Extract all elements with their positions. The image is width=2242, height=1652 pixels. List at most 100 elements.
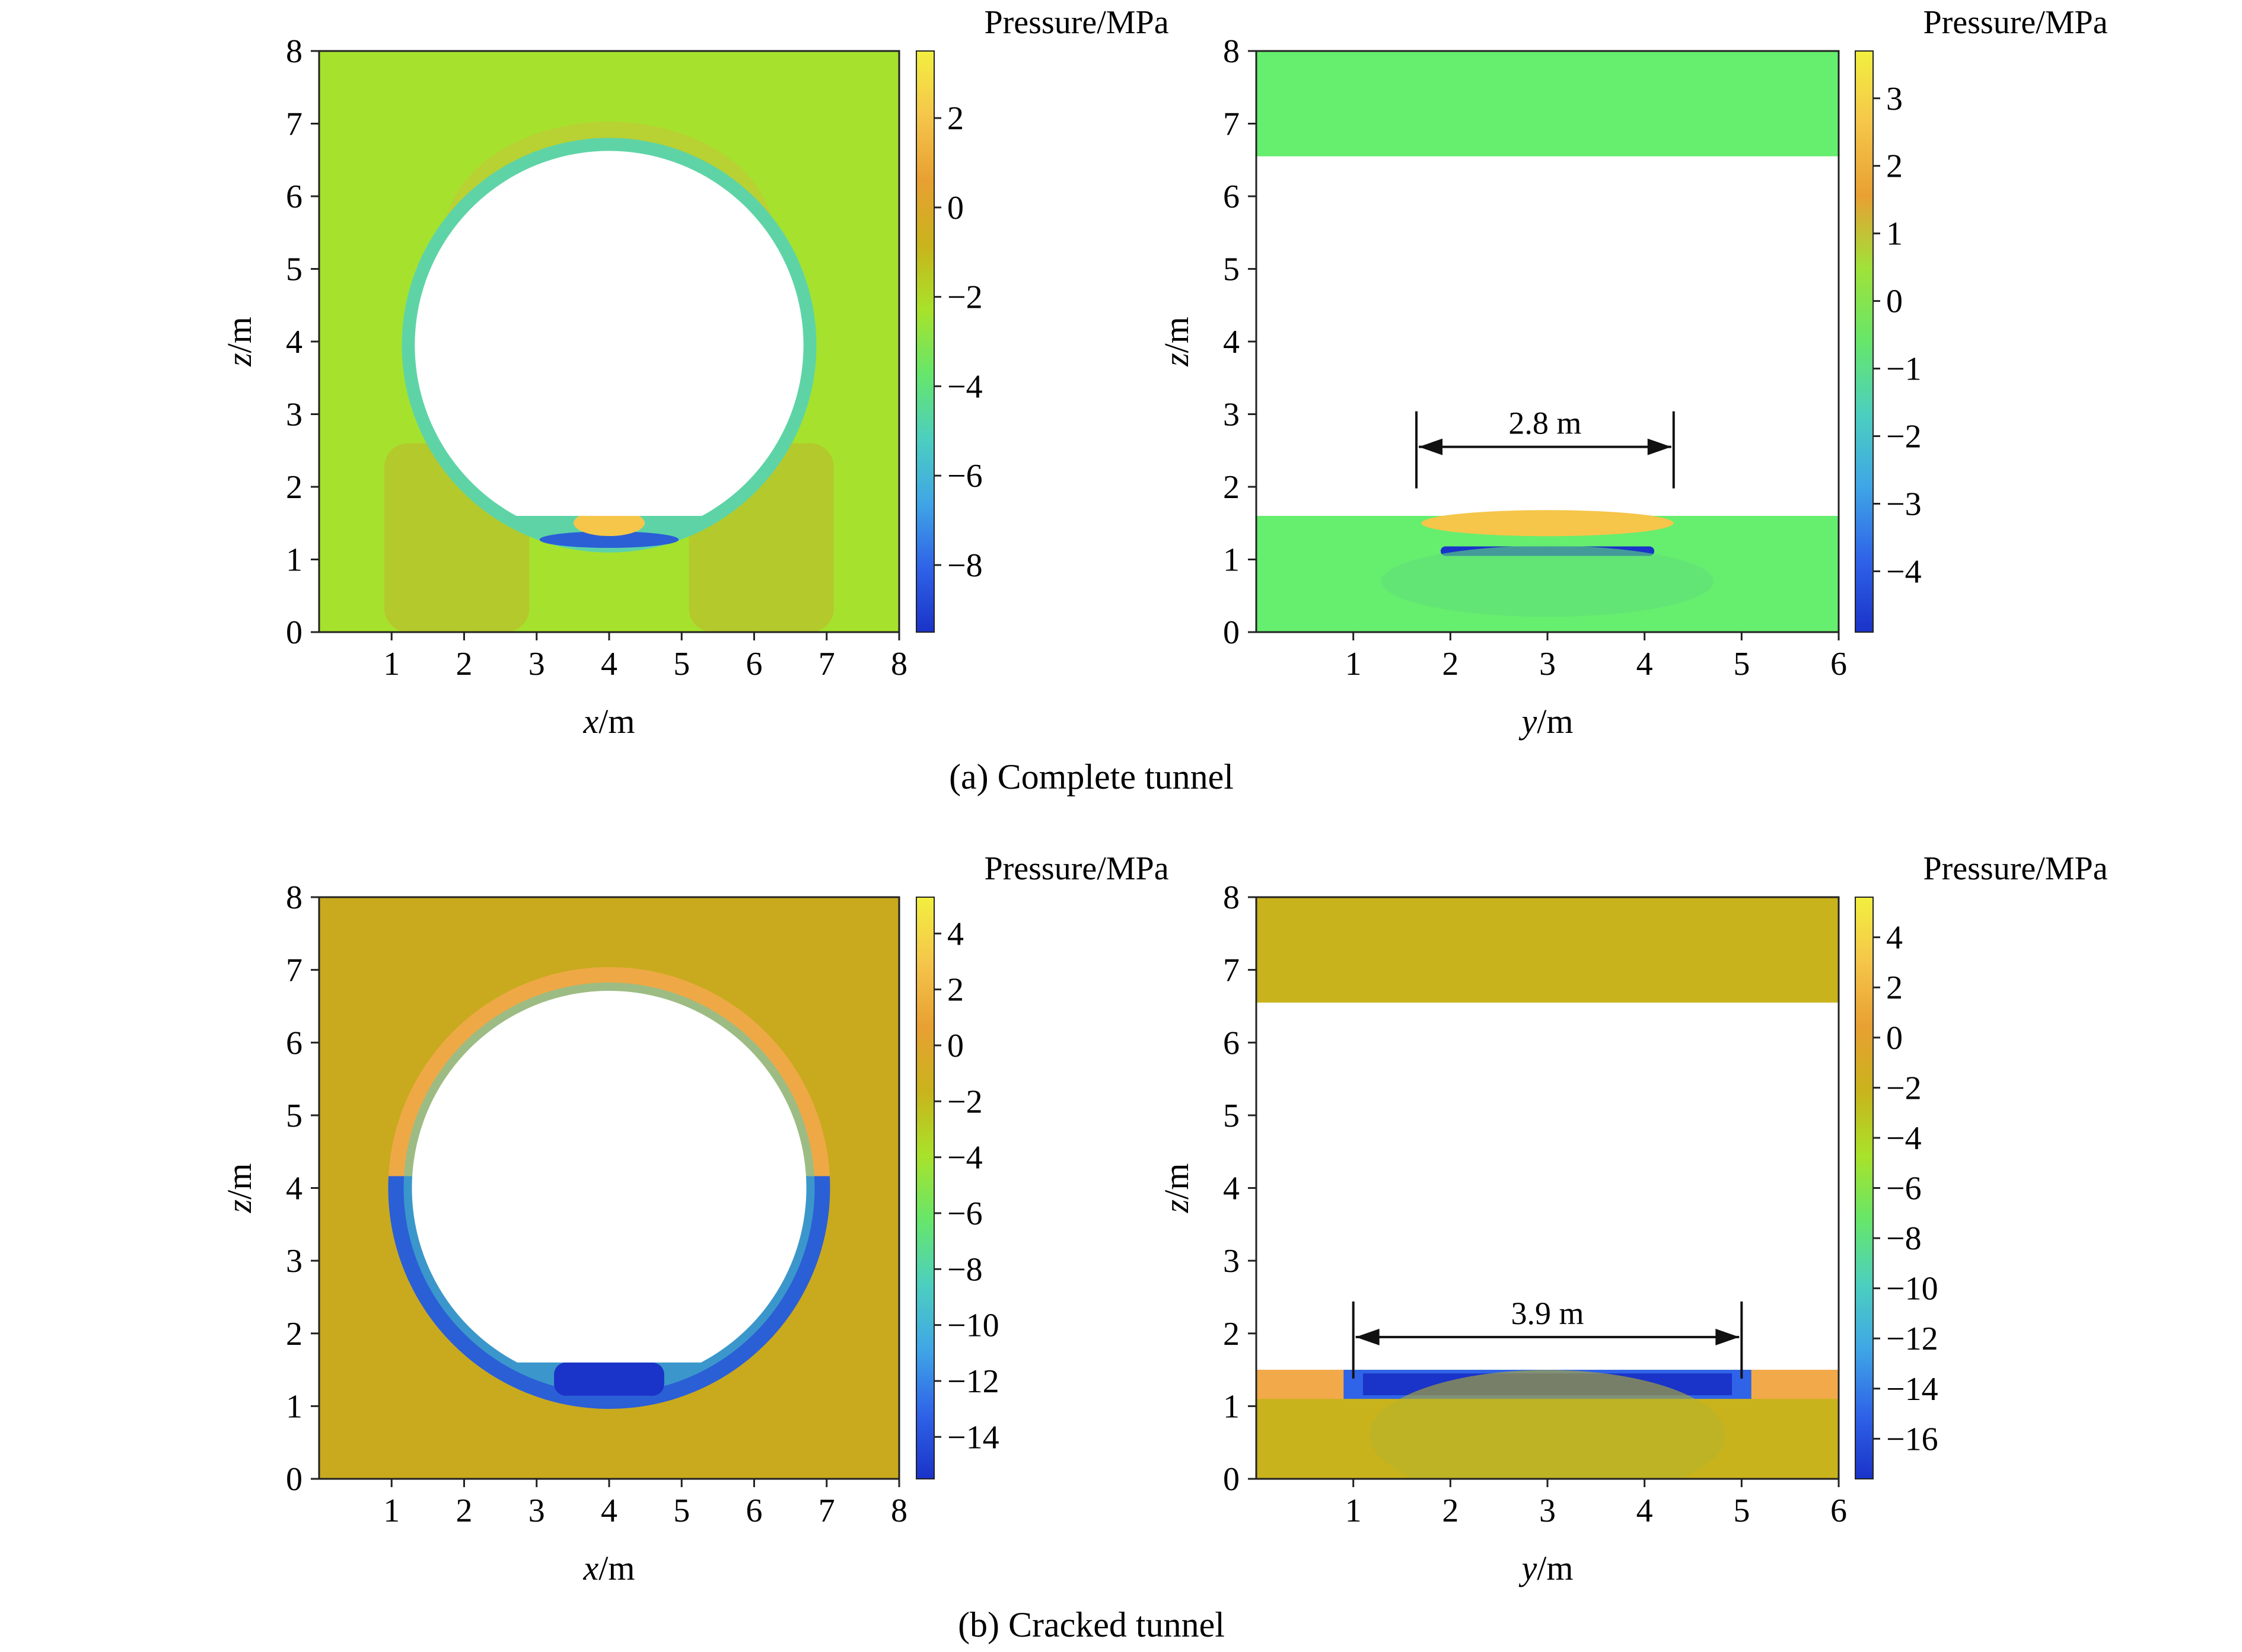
colorbar-tick-label: −14 [1886, 1371, 1938, 1408]
chart-panel-b-left: 1 2 3 4 5 6 7 8 0 1 2 3 4 5 6 7 8 x/m z/m 4 2 0 −2 −4 −6 −8 −10 −12… [220, 850, 1169, 1587]
colorbar-tick-label: −2 [947, 1083, 983, 1120]
x-tick-label: 5 [1733, 646, 1750, 683]
dimension-label: 2.8 m [1508, 406, 1581, 441]
dimension-arrow-right [1715, 1328, 1740, 1345]
colorbar-title: Pressure/MPa [984, 4, 1168, 41]
y-tick-label: 3 [286, 1243, 302, 1280]
x-tick-label: 5 [673, 646, 690, 683]
x-tick-label: 3 [528, 1492, 545, 1529]
colorbar [916, 50, 935, 633]
colorbar-tick-label: −6 [947, 1195, 983, 1232]
y-tick-label: 2 [286, 469, 302, 506]
colorbar-tick-label: −4 [947, 1140, 983, 1176]
y-tick-label: 6 [1223, 178, 1240, 215]
invert-hotspot [574, 510, 645, 536]
x-tick-label: 4 [1636, 646, 1653, 683]
x-tick-label: 3 [528, 646, 545, 683]
y-tick-label: 8 [286, 879, 302, 916]
x-tick-label: 8 [891, 1492, 907, 1529]
x-tick-label: 6 [746, 646, 763, 683]
x-tick-label: 6 [1830, 1492, 1847, 1529]
caption-a: (a) Complete tunnel [949, 757, 1234, 796]
colorbar-tick-label: −2 [1886, 419, 1922, 455]
colorbar-tick-label: 4 [1886, 920, 1903, 956]
slab-shade [1381, 546, 1714, 617]
x-tick-label: 8 [891, 646, 907, 683]
slab-shade [1370, 1370, 1725, 1479]
y-tick-label: 7 [1223, 952, 1240, 989]
y-tick-label: 1 [1223, 1388, 1240, 1425]
colorbar-tick-label: −16 [1886, 1421, 1938, 1458]
colorbar-tick-label: 2 [1886, 969, 1903, 1006]
y-tick-label: 4 [1223, 324, 1240, 361]
caption-b: (b) Cracked tunnel [958, 1605, 1225, 1644]
y-tick-label: 3 [286, 397, 302, 433]
colorbar-title: Pressure/MPa [1923, 850, 2107, 887]
chart-panel-b-right: 3.9 m 1 2 3 4 5 6 0 1 2 3 4 5 6 7 8 y/m z/m 4 2 0 −2 −4 −6 −8 −10… [1157, 850, 2108, 1587]
chart-panel-a-right: 2.8 m 1 2 3 4 5 6 0 1 2 3 4 5 6 7 8 y/m z/m 3 2 1 0 −1 −2 −3 −4 Pr… [1157, 4, 2108, 741]
colorbar-tick-label: −2 [947, 279, 983, 316]
x-axis-label: y/m [1519, 702, 1574, 741]
y-tick-label: 5 [1223, 251, 1240, 288]
y-tick-label: 3 [1223, 1243, 1240, 1280]
x-tick-label: 1 [1345, 1492, 1362, 1529]
y-tick-label: 2 [1223, 1316, 1240, 1353]
x-tick-label: 6 [746, 1492, 763, 1529]
y-tick-label: 7 [286, 106, 302, 143]
x-tick-label: 6 [1830, 646, 1847, 683]
dimension-label: 3.9 m [1511, 1296, 1584, 1331]
y-tick-label: 6 [1223, 1025, 1240, 1061]
colorbar-tick-label: −6 [1886, 1171, 1922, 1207]
dimension-arrow-left [1419, 438, 1443, 455]
x-tick-label: 2 [456, 1492, 473, 1529]
colorbar-tick-label: −10 [1886, 1271, 1938, 1307]
edge-hotspot-left [1256, 1370, 1344, 1399]
colorbar [1855, 50, 1874, 633]
y-axis-label: z/m [1157, 1163, 1196, 1214]
y-axis-label: z/m [1157, 317, 1196, 367]
y-tick-label: 4 [286, 324, 302, 361]
x-tick-label: 7 [819, 646, 835, 683]
y-tick-label: 3 [1223, 397, 1240, 433]
colorbar [1855, 897, 1874, 1479]
x-tick-label: 2 [1442, 646, 1458, 683]
colorbar-tick-label: −8 [1886, 1220, 1922, 1257]
x-tick-label: 2 [456, 646, 473, 683]
x-tick-label: 1 [1345, 646, 1362, 683]
x-tick-label: 3 [1539, 1492, 1556, 1529]
colorbar-tick-label: −12 [947, 1363, 999, 1400]
y-tick-label: 8 [1223, 33, 1240, 70]
colorbar-tick-label: −14 [947, 1419, 999, 1456]
invert-low-strip [539, 531, 679, 548]
x-tick-label: 5 [673, 1492, 690, 1529]
x-tick-label: 1 [383, 1492, 400, 1529]
x-tick-label: 1 [383, 646, 400, 683]
y-tick-label: 0 [286, 614, 302, 651]
plot-area [1256, 51, 1839, 632]
slab-hotspot [1421, 510, 1674, 537]
colorbar-tick-label: 4 [947, 916, 964, 952]
colorbar [916, 897, 935, 1479]
y-tick-label: 4 [286, 1171, 302, 1207]
y-tick-label: 6 [286, 178, 302, 215]
slab-top [1256, 51, 1839, 157]
y-tick-label: 5 [286, 1098, 302, 1134]
colorbar-tick-label: 3 [1886, 81, 1903, 117]
colorbar-tick-label: −1 [1886, 351, 1922, 388]
colorbar-tick-label: −4 [947, 368, 983, 405]
x-tick-label: 7 [819, 1492, 835, 1529]
y-tick-label: 2 [1223, 469, 1240, 506]
colorbar-tick-label: −4 [1886, 553, 1922, 590]
colorbar-tick-label: 1 [1886, 216, 1903, 253]
y-tick-label: 7 [286, 952, 302, 989]
colorbar-tick-label: 0 [947, 190, 964, 227]
y-tick-label: 1 [1223, 542, 1240, 579]
colorbar-title: Pressure/MPa [1923, 4, 2107, 41]
y-tick-label: 0 [1223, 1461, 1240, 1498]
colorbar-tick-label: −2 [1886, 1070, 1922, 1106]
plot-area [1256, 897, 1839, 1479]
plot-area [319, 897, 899, 1479]
colorbar-title: Pressure/MPa [984, 850, 1168, 887]
y-tick-label: 6 [286, 1025, 302, 1061]
